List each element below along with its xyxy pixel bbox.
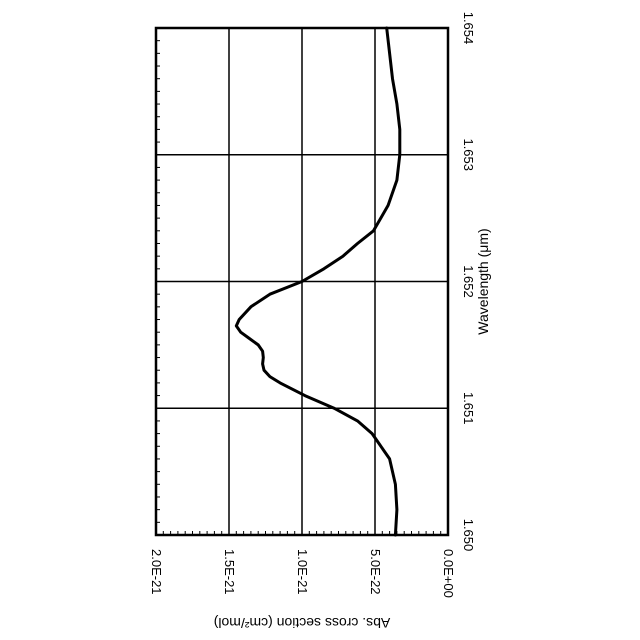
x-tick-label: 1.654	[461, 12, 476, 45]
x-tick-label: 1.650	[461, 519, 476, 552]
y-tick-label: 0.0E+00	[441, 549, 456, 598]
x-tick-label: 1.652	[461, 265, 476, 298]
x-tick-labels: 1.650 1.651 1.652 1.653 1.654	[461, 12, 476, 552]
y-tick-label: 2.0E-21	[149, 549, 164, 595]
y-tick-labels: 0.0E+00 5.0E-22 1.0E-21 1.5E-21 2.0E-21	[149, 549, 456, 598]
x-tick-label: 1.653	[461, 138, 476, 171]
x-axis-title: Wavelength (μm)	[475, 228, 491, 334]
x-tick-label: 1.651	[461, 392, 476, 425]
y-tick-label: 1.0E-21	[295, 549, 310, 595]
y-axis-title: Abs. cross section (cm²/mol)	[214, 615, 391, 631]
y-tick-label: 1.5E-21	[222, 549, 237, 595]
y-tick-label: 5.0E-22	[368, 549, 383, 595]
